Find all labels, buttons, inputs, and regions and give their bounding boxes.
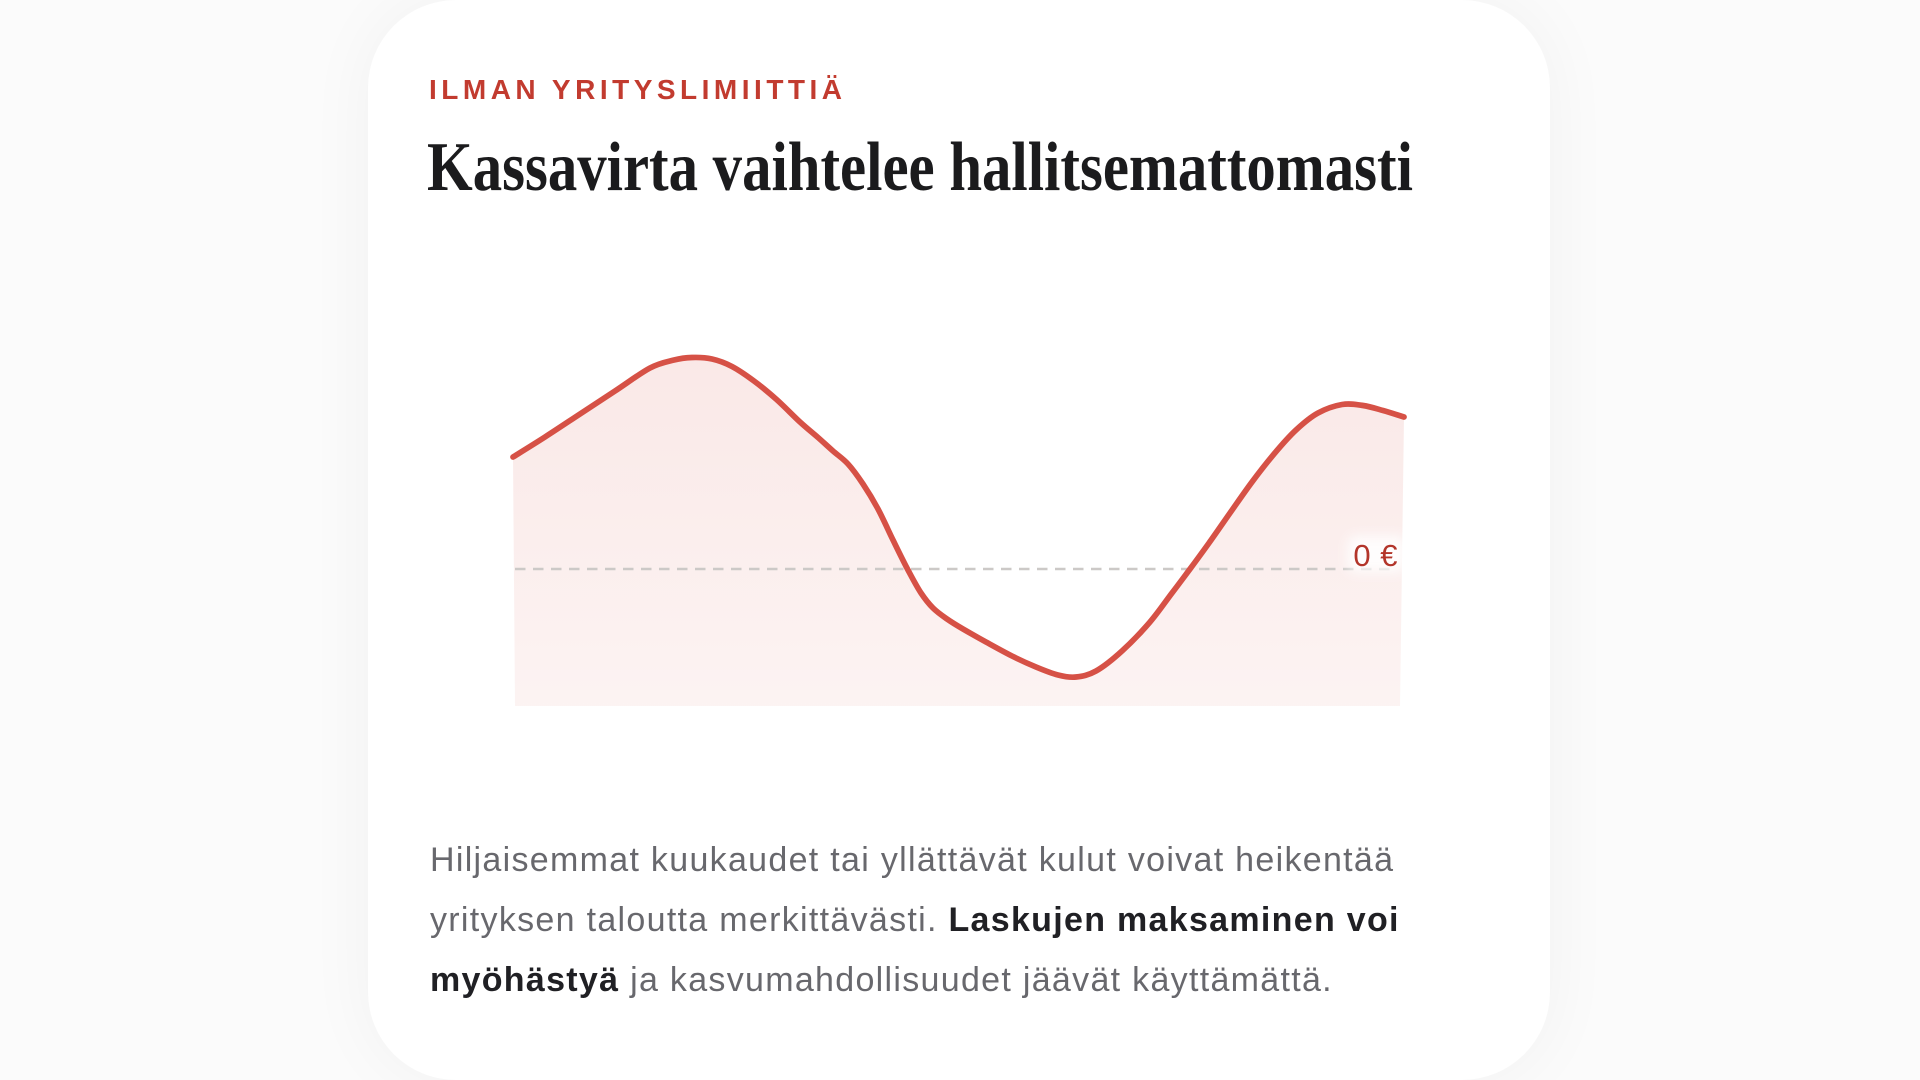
svg-text:0 €: 0 € [1353,538,1398,573]
